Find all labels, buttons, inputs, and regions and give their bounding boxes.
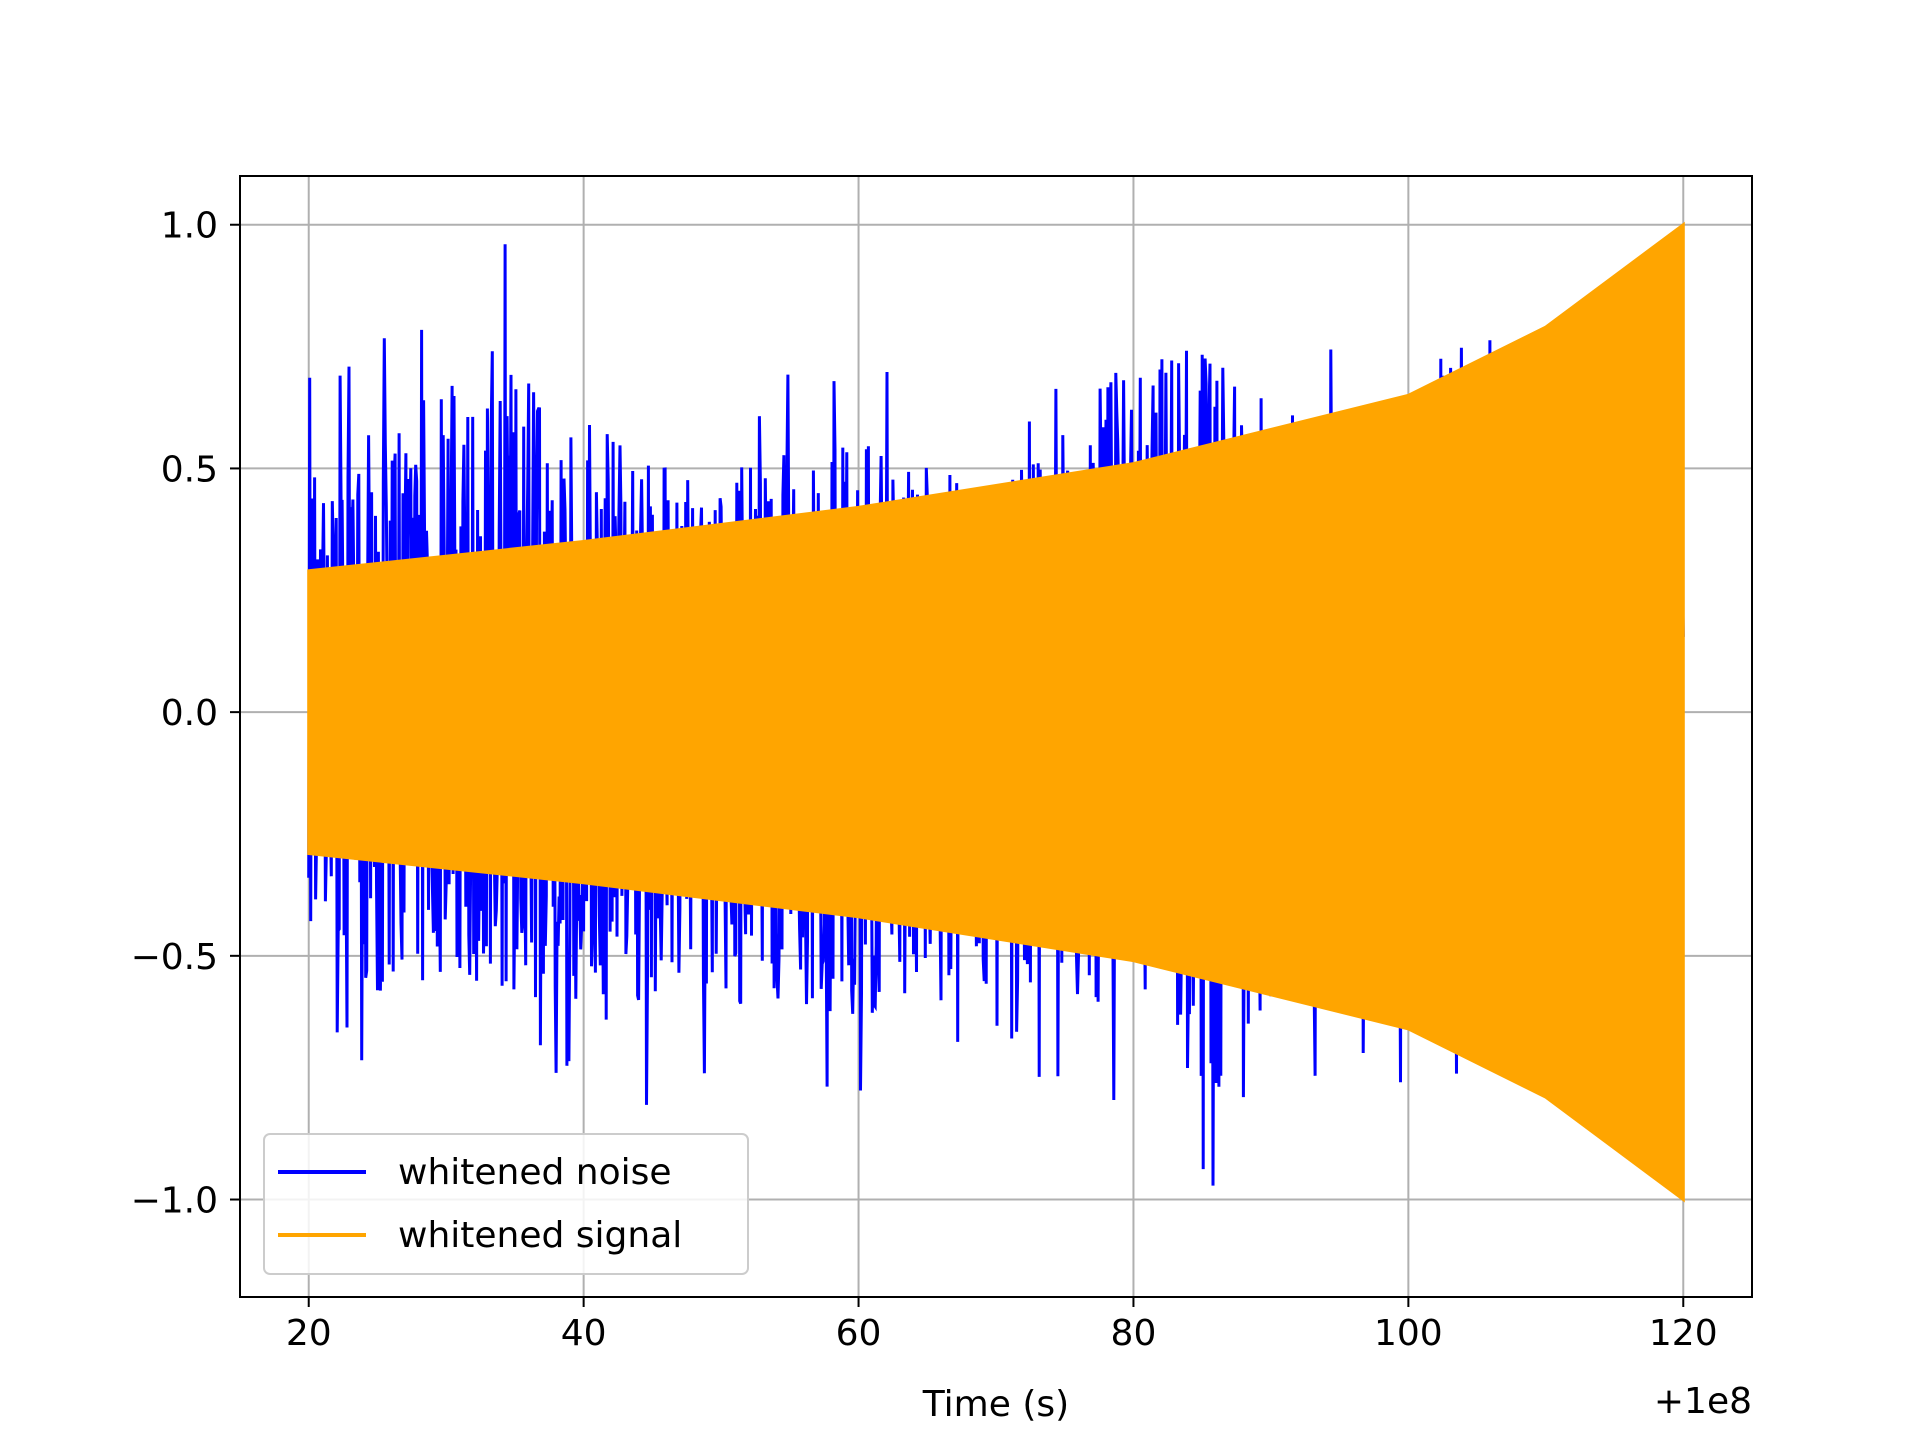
x-tick-label: 60 xyxy=(836,1313,882,1354)
y-tick-label: 1.0 xyxy=(161,206,218,247)
x-tick-label: 40 xyxy=(561,1313,607,1354)
y-tick-label: −1.0 xyxy=(131,1181,218,1222)
x-tick-label: 20 xyxy=(286,1313,332,1354)
y-tick-label: 0.5 xyxy=(161,449,218,490)
x-axis-offset-label: +1e8 xyxy=(1654,1381,1752,1422)
series-layer xyxy=(307,221,1685,1203)
x-axis-label: Time (s) xyxy=(922,1384,1069,1425)
x-tick-label: 80 xyxy=(1111,1313,1157,1354)
x-tick-label: 120 xyxy=(1649,1313,1718,1354)
y-tick-label: 0.0 xyxy=(161,693,218,734)
series-whitened-signal xyxy=(307,224,1685,1200)
axis-ticks: 20 40 60 80 100 120 −1.0 −0.5 0.0 0.5 1.0 xyxy=(131,206,1718,1354)
plot-frame xyxy=(239,175,1753,1298)
legend-box xyxy=(263,1133,749,1275)
y-tick-label: −0.5 xyxy=(131,937,218,978)
legend-label-whitened-signal: whitened signal xyxy=(398,1215,682,1256)
x-tick-label: 100 xyxy=(1374,1313,1443,1354)
legend-label-whitened-noise: whitened noise xyxy=(398,1152,672,1193)
legend: whitened noise whitened signal xyxy=(263,1133,749,1275)
